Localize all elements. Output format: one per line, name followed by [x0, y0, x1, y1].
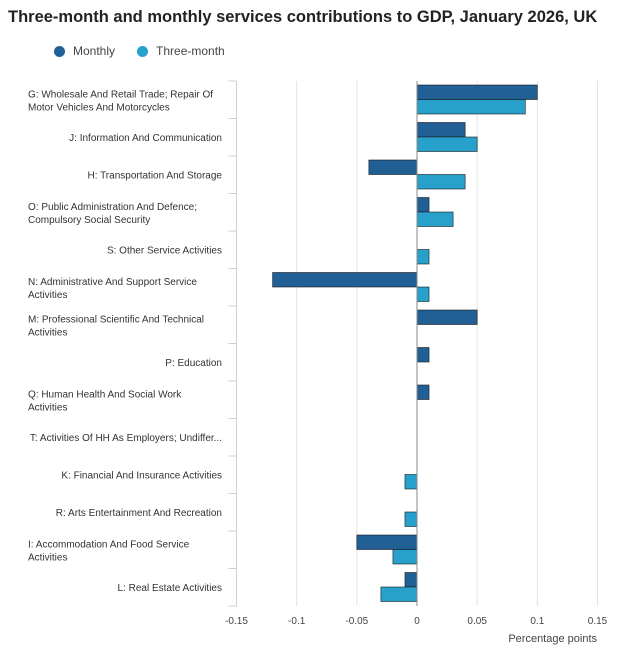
bar-three-month — [416, 174, 466, 190]
category-label: Activities — [28, 290, 67, 301]
category-label: Motor Vehicles And Motorcycles — [28, 102, 170, 113]
bar-monthly — [416, 197, 430, 213]
category-label: I: Accommodation And Food Service — [28, 539, 190, 550]
bar-monthly — [416, 347, 430, 363]
x-tick-label: -0.05 — [345, 616, 368, 627]
bar-three-month — [416, 286, 430, 302]
legend-marker-three-month — [137, 45, 149, 57]
x-tick-label: 0 — [414, 616, 420, 627]
chart-title: Three-month and monthly services contrib… — [8, 8, 598, 26]
legend-item-monthly[interactable]: Monthly — [54, 44, 115, 58]
bar-monthly — [404, 572, 418, 588]
bar-monthly — [272, 272, 418, 288]
category-label: T: Activities Of HH As Employers; Undiff… — [30, 433, 222, 444]
bar-monthly — [356, 534, 418, 550]
bar-three-month — [404, 474, 418, 490]
x-tick-label: 0.15 — [588, 616, 608, 627]
category-label: N: Administrative And Support Service — [28, 277, 197, 288]
bar-monthly — [368, 159, 418, 175]
category-label: G: Wholesale And Retail Trade; Repair Of — [28, 89, 213, 100]
category-label: H: Transportation And Storage — [87, 170, 222, 181]
bar-three-month — [416, 136, 478, 152]
category-label: Compulsory Social Security — [28, 215, 150, 226]
category-label: S: Other Service Activities — [107, 245, 222, 256]
category-label: R: Arts Entertainment And Recreation — [56, 508, 222, 519]
bar-monthly — [416, 384, 430, 400]
bar-three-month — [392, 549, 418, 565]
category-label: J: Information And Communication — [69, 133, 222, 144]
category-label: L: Real Estate Activities — [118, 583, 223, 594]
bar-three-month — [416, 211, 454, 227]
x-tick-label: -0.1 — [288, 616, 306, 627]
legend-label-monthly: Monthly — [73, 44, 116, 58]
x-tick-label: -0.15 — [225, 616, 248, 627]
legend-marker-monthly — [54, 45, 65, 57]
category-label: Q: Human Health And Social Work — [28, 389, 182, 400]
category-label: O: Public Administration And Defence; — [28, 202, 197, 213]
bar-three-month — [416, 99, 526, 115]
x-axis-label: Percentage points — [508, 633, 597, 645]
bar-three-month — [416, 249, 430, 265]
category-label: Activities — [28, 402, 67, 413]
legend: Monthly Three-month — [54, 44, 247, 58]
category-label: P: Education — [165, 358, 222, 369]
legend-item-three-month[interactable]: Three-month — [137, 44, 225, 58]
bar-three-month — [404, 511, 418, 527]
category-label: Activities — [28, 552, 67, 563]
bar-monthly — [416, 84, 538, 100]
x-tick-label: 0.05 — [467, 616, 487, 627]
bar-monthly — [416, 309, 478, 325]
category-label: M: Professional Scientific And Technical — [28, 314, 204, 325]
category-label: K: Financial And Insurance Activities — [61, 470, 222, 481]
bar-monthly — [416, 122, 466, 138]
bar-three-month — [380, 586, 418, 602]
x-tick-label: 0.1 — [530, 616, 544, 627]
legend-label-three-month: Three-month — [156, 44, 225, 58]
category-label: Activities — [28, 327, 67, 338]
